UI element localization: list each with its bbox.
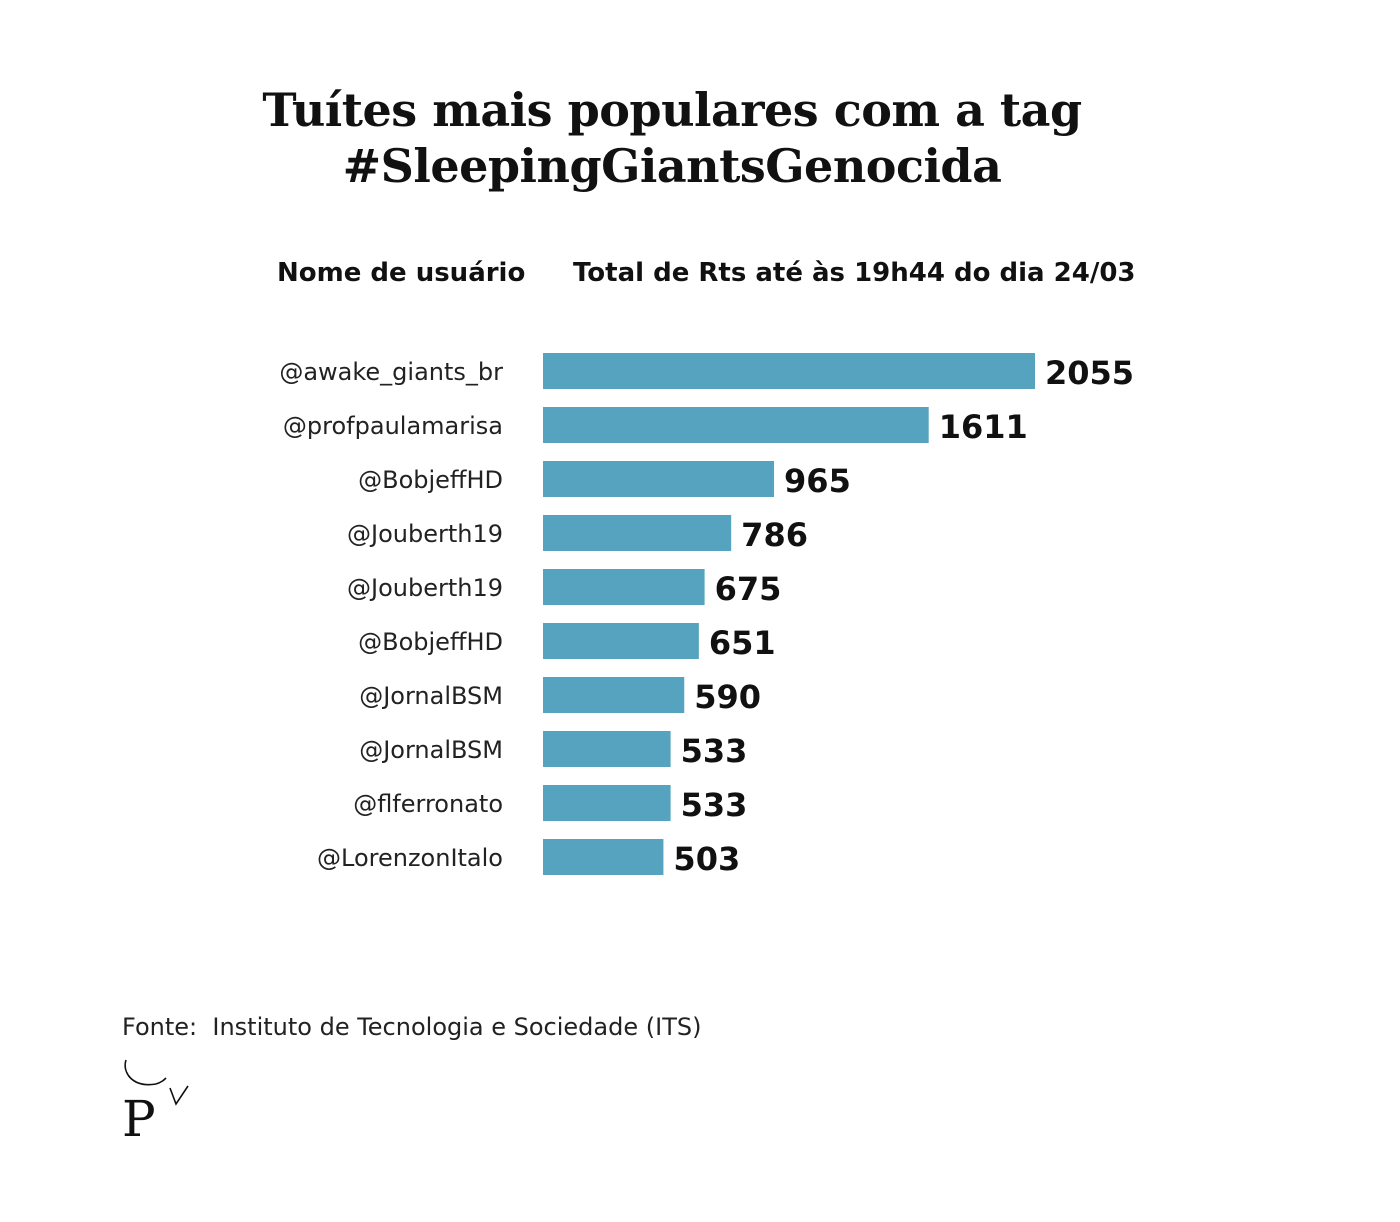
logo: P [118, 1058, 198, 1148]
bar [543, 731, 671, 767]
category-label: @BobjeffHD [358, 628, 503, 656]
category-label: @Jouberth19 [347, 520, 503, 548]
data-label: 675 [715, 570, 782, 608]
bar [543, 407, 929, 443]
category-label: @awake_giants_br [279, 358, 503, 386]
category-label: @JornalBSM [359, 736, 503, 764]
poder360-logo-icon: P [122, 1059, 189, 1148]
data-label: 590 [694, 678, 761, 716]
value-header: Total de Rts até às 19h44 do dia 24/03 [573, 258, 1136, 288]
data-label: 1611 [939, 408, 1028, 446]
source-note: Fonte: Instituto de Tecnologia e Socieda… [122, 1013, 702, 1041]
bar [543, 515, 732, 551]
bar [543, 677, 685, 713]
data-label: 786 [741, 516, 808, 554]
chart-title: Tuítes mais populares com a tag #Sleepin… [0, 82, 1344, 194]
category-label: @profpaulamarisa [283, 412, 503, 440]
category-label: @Jouberth19 [347, 574, 503, 602]
data-label: 533 [681, 786, 748, 824]
data-label: 533 [681, 732, 748, 770]
bar [543, 353, 1035, 389]
category-label: @LorenzonItalo [317, 844, 503, 872]
chart-title-line-1: Tuítes mais populares com a tag [262, 83, 1082, 137]
category-label: @JornalBSM [359, 682, 503, 710]
bar [543, 569, 705, 605]
data-label: 651 [709, 624, 776, 662]
data-label: 2055 [1045, 354, 1134, 392]
bar [543, 623, 699, 659]
category-label: @flferronato [353, 790, 503, 818]
logo-letter: P [122, 1090, 156, 1142]
bar [543, 785, 671, 821]
category-header: Nome de usuário [277, 258, 526, 288]
bar [543, 461, 775, 497]
category-label: @BobjeffHD [358, 466, 503, 494]
data-label: 503 [673, 840, 740, 878]
chart-title-line-2: #SleepingGiantsGenocida [342, 139, 1002, 193]
data-label: 965 [784, 462, 851, 500]
bar [543, 839, 664, 875]
